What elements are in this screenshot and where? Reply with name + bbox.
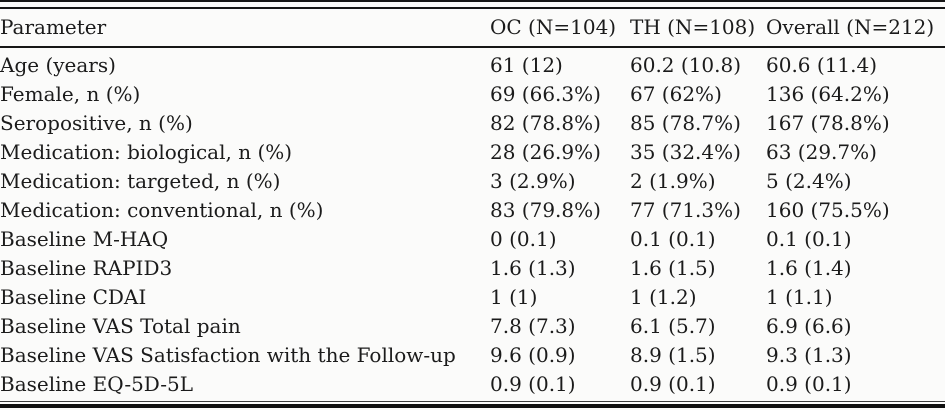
cell-parameter: Baseline RAPID3 [0, 256, 173, 280]
cell-oc-value: 28 (26.9%) [490, 140, 601, 164]
cell-oc-value: 0.9 (0.1) [490, 372, 576, 396]
cell-th-value: 60.2 (10.8) [630, 53, 742, 77]
cell-oc-value: 7.8 (7.3) [490, 314, 576, 338]
cell-parameter: Medication: targeted, n (%) [0, 169, 281, 193]
cell-overall-value: 63 (29.7%) [766, 140, 877, 164]
cell-overall-value: 60.6 (11.4) [766, 53, 878, 77]
cell-oc-value: 61 (12) [490, 53, 563, 77]
table-row: Baseline M-HAQ 0 (0.1) 0.1 (0.1) 0.1 (0.… [0, 225, 945, 254]
cell-overall-value: 0.9 (0.1) [766, 372, 852, 396]
cell-oc-value: 3 (2.9%) [490, 169, 576, 193]
cell-parameter: Baseline EQ-5D-5L [0, 372, 193, 396]
table-row: Seropositive, n (%) 82 (78.8%) 85 (78.7%… [0, 109, 945, 138]
cell-th-value: 85 (78.7%) [630, 111, 741, 135]
cell-th-value: 8.9 (1.5) [630, 343, 716, 367]
cell-th-value: 1.6 (1.5) [630, 256, 716, 280]
cell-oc-value: 0 (0.1) [490, 227, 557, 251]
parameters-table: Parameter OC (N=104) TH (N=108) Overall … [0, 9, 945, 399]
cell-overall-value: 6.9 (6.6) [766, 314, 852, 338]
table-row: Baseline EQ-5D-5L 0.9 (0.1) 0.9 (0.1) 0.… [0, 370, 945, 399]
cell-th-value: 0.1 (0.1) [630, 227, 716, 251]
table-row: Female, n (%) 69 (66.3%) 67 (62%) 136 (6… [0, 80, 945, 109]
table-row: Medication: targeted, n (%) 3 (2.9%) 2 (… [0, 167, 945, 196]
cell-parameter: Female, n (%) [0, 82, 141, 106]
table-row: Baseline CDAI 1 (1) 1 (1.2) 1 (1.1) [0, 283, 945, 312]
column-header-oc: OC (N=104) [490, 9, 630, 48]
cell-th-value: 77 (71.3%) [630, 198, 741, 222]
table-top-double-rule [0, 0, 945, 9]
table-row: Baseline VAS Total pain 7.8 (7.3) 6.1 (5… [0, 312, 945, 341]
cell-oc-value: 1.6 (1.3) [490, 256, 576, 280]
cell-parameter: Age (years) [0, 53, 116, 77]
cell-overall-value: 160 (75.5%) [766, 198, 890, 222]
cell-th-value: 2 (1.9%) [630, 169, 716, 193]
cell-overall-value: 9.3 (1.3) [766, 343, 852, 367]
header-row: Parameter OC (N=104) TH (N=108) Overall … [0, 9, 945, 48]
cell-parameter: Medication: conventional, n (%) [0, 198, 324, 222]
cell-oc-value: 83 (79.8%) [490, 198, 601, 222]
table-header: Parameter OC (N=104) TH (N=108) Overall … [0, 9, 945, 48]
cell-overall-value: 1.6 (1.4) [766, 256, 852, 280]
cell-th-value: 67 (62%) [630, 82, 722, 106]
cell-oc-value: 69 (66.3%) [490, 82, 601, 106]
cell-oc-value: 82 (78.8%) [490, 111, 601, 135]
column-header-overall: Overall (N=212) [766, 9, 945, 48]
table-body: Age (years) 61 (12) 60.2 (10.8) 60.6 (11… [0, 47, 945, 399]
cell-overall-value: 0.1 (0.1) [766, 227, 852, 251]
table-row: Baseline VAS Satisfaction with the Follo… [0, 341, 945, 370]
table-row: Baseline RAPID3 1.6 (1.3) 1.6 (1.5) 1.6 … [0, 254, 945, 283]
cell-parameter: Baseline M-HAQ [0, 227, 169, 251]
cell-overall-value: 5 (2.4%) [766, 169, 852, 193]
table-row: Age (years) 61 (12) 60.2 (10.8) 60.6 (11… [0, 47, 945, 80]
table-bottom-double-rule [0, 401, 945, 408]
cell-th-value: 1 (1.2) [630, 285, 697, 309]
cell-overall-value: 136 (64.2%) [766, 82, 890, 106]
cell-th-value: 0.9 (0.1) [630, 372, 716, 396]
cell-th-value: 6.1 (5.7) [630, 314, 716, 338]
column-header-parameter: Parameter [0, 9, 490, 48]
cell-parameter: Baseline VAS Satisfaction with the Follo… [0, 343, 456, 367]
cell-parameter: Medication: biological, n (%) [0, 140, 293, 164]
cell-parameter: Seropositive, n (%) [0, 111, 193, 135]
cell-overall-value: 167 (78.8%) [766, 111, 890, 135]
column-header-th: TH (N=108) [630, 9, 766, 48]
cell-parameter: Baseline CDAI [0, 285, 147, 309]
table-row: Medication: biological, n (%) 28 (26.9%)… [0, 138, 945, 167]
cell-th-value: 35 (32.4%) [630, 140, 741, 164]
cell-oc-value: 1 (1) [490, 285, 538, 309]
table-row: Medication: conventional, n (%) 83 (79.8… [0, 196, 945, 225]
cell-overall-value: 1 (1.1) [766, 285, 833, 309]
cell-parameter: Baseline VAS Total pain [0, 314, 241, 338]
cell-oc-value: 9.6 (0.9) [490, 343, 576, 367]
